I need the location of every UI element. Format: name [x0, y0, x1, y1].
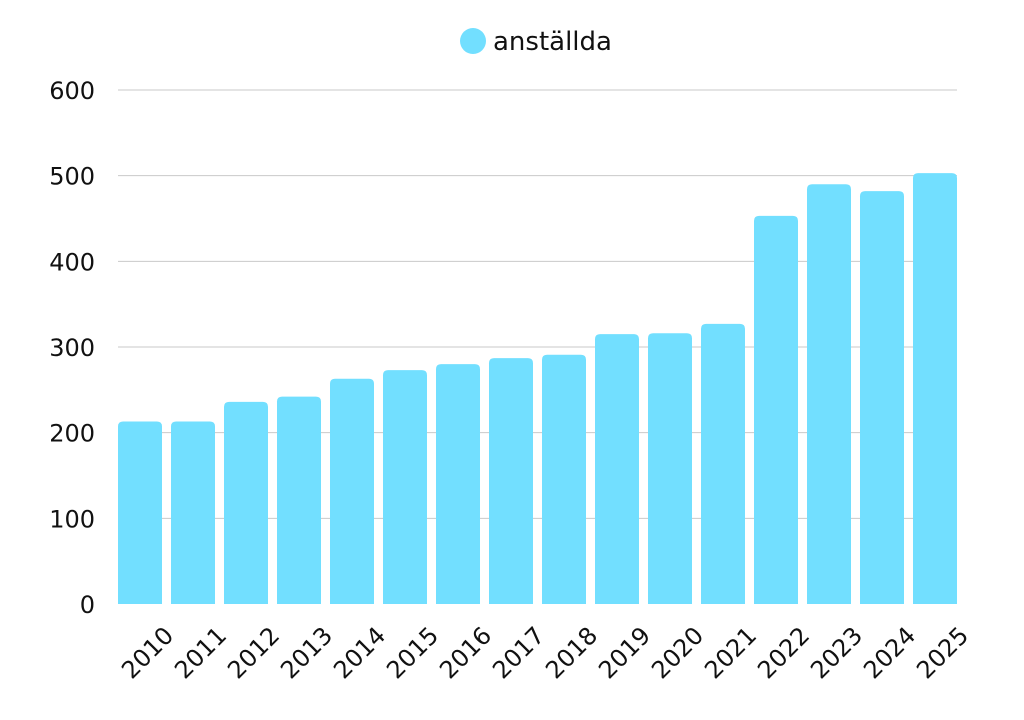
bars	[118, 173, 957, 604]
x-tick-label-2021: 2021	[699, 621, 762, 684]
x-tick-label-2013: 2013	[275, 621, 338, 684]
x-axis-ticks: 2010201120122013201420152016201720182019…	[116, 621, 974, 684]
bar-2023	[807, 184, 851, 604]
x-tick-label-2014: 2014	[328, 621, 391, 684]
x-tick-label-2019: 2019	[593, 621, 656, 684]
x-tick-label-2018: 2018	[540, 621, 603, 684]
y-tick-label: 400	[49, 248, 95, 276]
x-tick-label-2023: 2023	[805, 621, 868, 684]
x-tick-label-2017: 2017	[487, 621, 550, 684]
bar-2015	[383, 370, 427, 604]
legend-label-anstallda: anställda	[493, 27, 612, 57]
bar-2016	[436, 364, 480, 604]
x-tick-label-2015: 2015	[381, 621, 444, 684]
bar-2012	[224, 401, 268, 604]
x-tick-label-2020: 2020	[646, 621, 709, 684]
y-tick-label: 0	[80, 591, 95, 619]
x-tick-label-2012: 2012	[222, 621, 285, 684]
bar-2014	[330, 378, 374, 604]
x-tick-label-2022: 2022	[752, 621, 815, 684]
bar-2022	[754, 215, 798, 604]
bar-2019	[595, 334, 639, 604]
x-tick-label-2010: 2010	[116, 621, 179, 684]
bar-2013	[277, 396, 321, 604]
bar-2020	[648, 333, 692, 604]
y-tick-label: 300	[49, 334, 95, 362]
x-tick-label-2016: 2016	[434, 621, 497, 684]
legend-swatch-anstallda	[460, 28, 486, 54]
legend: anställda	[460, 27, 612, 57]
bar-2024	[860, 191, 904, 604]
y-axis-ticks: 0 100 200 300 400 500 600	[49, 77, 95, 619]
x-tick-label-2011: 2011	[169, 621, 232, 684]
bar-2025	[913, 173, 957, 604]
x-tick-label-2025: 2025	[911, 621, 974, 684]
y-tick-label: 500	[49, 163, 95, 191]
x-tick-label-2024: 2024	[858, 621, 921, 684]
y-tick-label: 600	[49, 77, 95, 105]
bar-2021	[701, 323, 745, 604]
y-tick-label: 100	[49, 505, 95, 533]
bar-2010	[118, 421, 162, 604]
bar-2011	[171, 421, 215, 604]
y-tick-label: 200	[49, 420, 95, 448]
bar-2017	[489, 358, 533, 604]
bar-2018	[542, 354, 586, 604]
